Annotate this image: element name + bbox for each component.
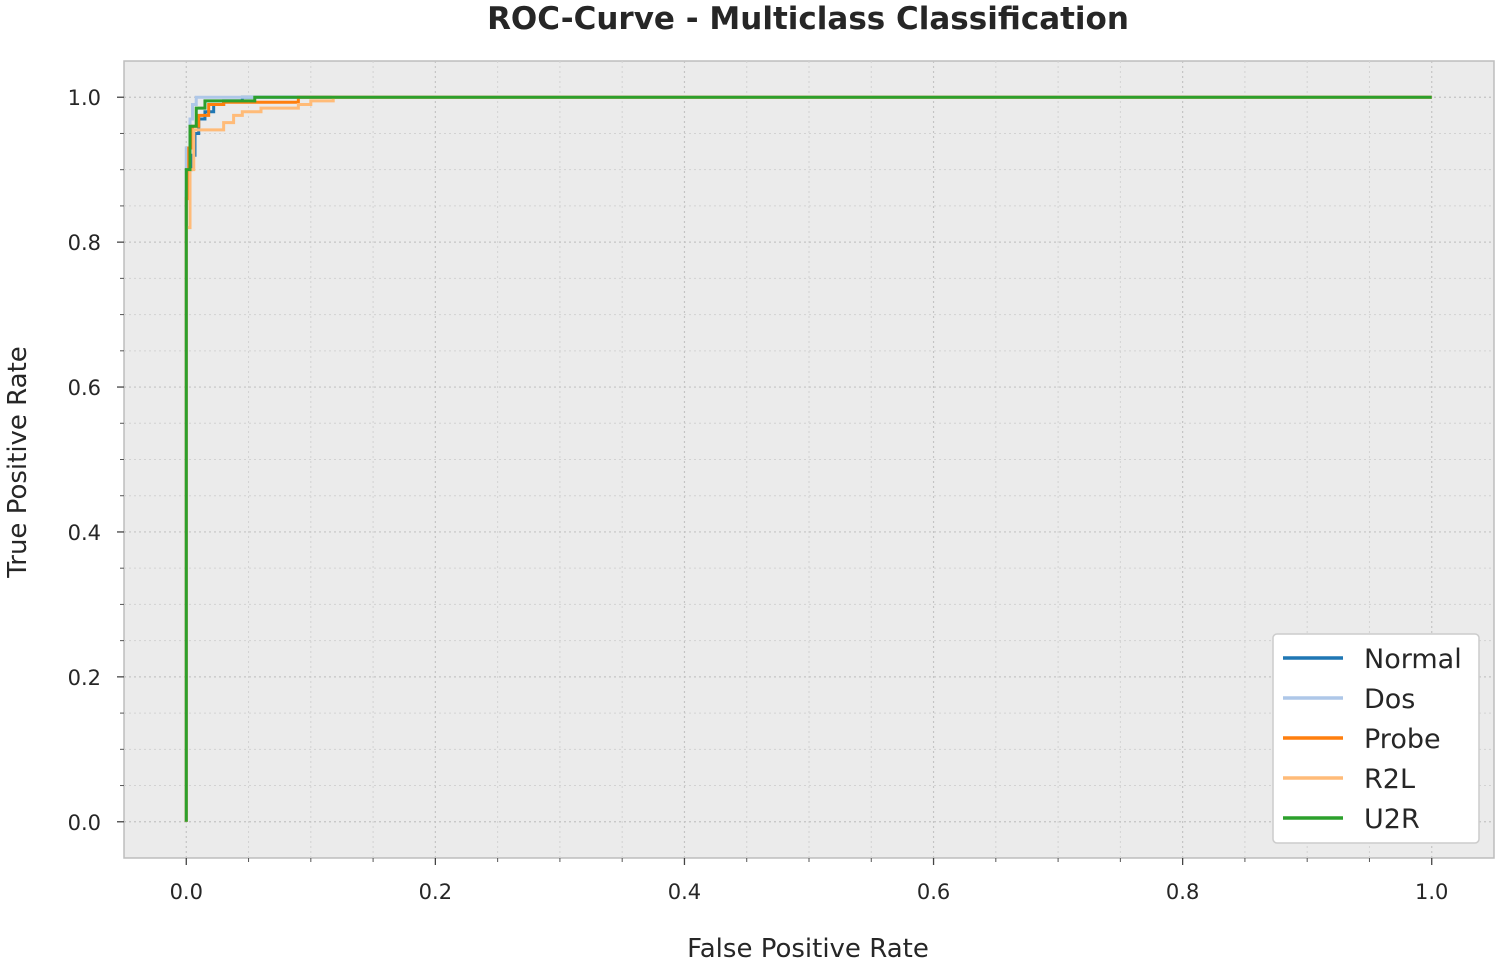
x-tick-label: 0.2	[419, 880, 452, 904]
axis-ticks	[117, 96, 1433, 865]
legend: Normal Dos Probe R2L U2R	[1272, 633, 1480, 844]
x-tick-label: 0.4	[668, 880, 701, 904]
minor-gridlines	[124, 61, 1494, 858]
x-tick-label: 0.0	[170, 880, 203, 904]
legend-label-dos: Dos	[1364, 684, 1415, 715]
y-tick-label: 1.0	[68, 86, 101, 110]
legend-label-r2l: R2L	[1364, 764, 1415, 795]
legend-box	[1272, 633, 1480, 844]
y-tick-label: 0.0	[68, 811, 101, 835]
y-tick-label: 0.4	[68, 521, 101, 545]
y-tick-label: 0.8	[68, 231, 101, 255]
series-line-r2l	[184, 95, 1432, 822]
legend-label-probe: Probe	[1364, 724, 1441, 755]
series-line-u2r	[184, 95, 1432, 822]
x-axis-label: False Positive Rate	[687, 934, 929, 963]
x-tick-label: 0.6	[917, 880, 950, 904]
y-axis-label: True Positive Rate	[3, 346, 33, 579]
y-tick-label: 0.2	[68, 666, 101, 690]
tick-labels: 0.0 0.2 0.4 0.6 0.8 1.0 0.0 0.2 0.4 0.6 0.8 1.0	[68, 86, 1449, 904]
y-tick-label: 0.6	[68, 376, 101, 400]
x-tick-label: 0.8	[1166, 880, 1199, 904]
x-tick-label: 1.0	[1415, 880, 1448, 904]
legend-label-normal: Normal	[1364, 644, 1462, 675]
legend-label-u2r: U2R	[1364, 804, 1420, 835]
series-lines	[184, 95, 1432, 822]
chart-title: ROC-Curve - Multiclass Classification	[487, 1, 1129, 37]
